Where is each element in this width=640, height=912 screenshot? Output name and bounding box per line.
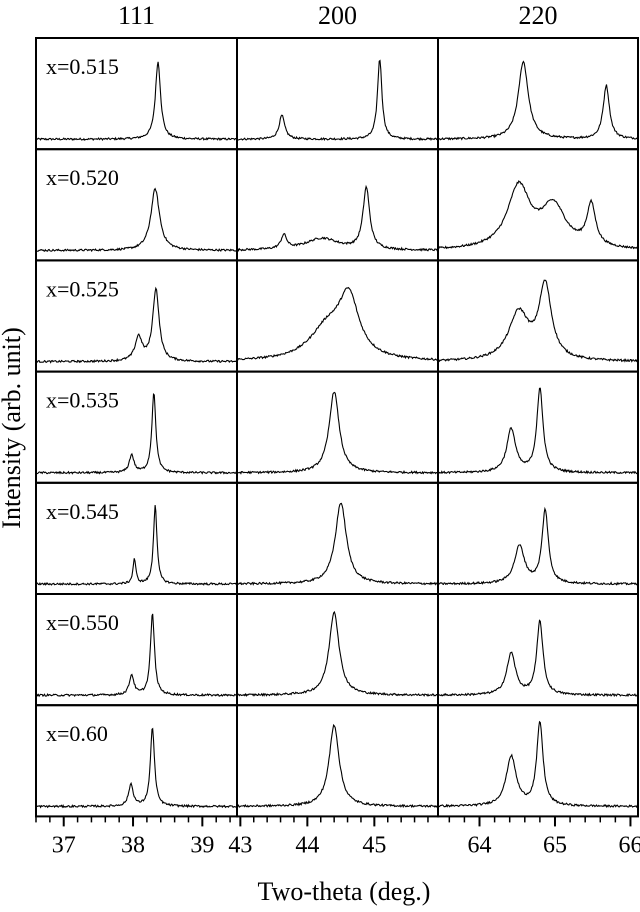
- series-line-111: [36, 187, 238, 253]
- series-line-200: [236, 286, 439, 361]
- x-tick-label: 38: [121, 832, 145, 858]
- series-line-200: [236, 723, 439, 809]
- sample-labels: x=0.515 x=0.520 x=0.525 x=0.535 x=0.545 x=0.5…: [46, 54, 119, 746]
- panel-frame: [437, 259, 639, 373]
- series-line-220: [437, 720, 639, 809]
- panel-frame: [236, 370, 439, 484]
- panel-frame: [236, 593, 439, 707]
- series-line-220: [437, 180, 639, 250]
- x-tick-label: 37: [52, 832, 76, 858]
- panels-grid: [35, 37, 639, 818]
- series-line-200: [236, 184, 439, 252]
- panel-frame: [437, 148, 639, 262]
- sample-label: x=0.545: [46, 499, 119, 524]
- column-header-111: 111: [118, 1, 155, 30]
- panel-frame: [236, 37, 439, 151]
- sample-label: x=0.550: [46, 610, 119, 635]
- x-tick-label: 44: [295, 832, 319, 858]
- series-line-111: [35, 613, 238, 698]
- x-tick-labels: 37 38 39 43 44 45 64 65 66: [52, 832, 640, 858]
- panel-frame: [236, 259, 439, 373]
- y-axis-title: Intensity (arb. unit): [0, 327, 26, 528]
- series-line-111: [35, 727, 238, 809]
- series-line-111: [35, 61, 238, 142]
- series-line-200: [236, 502, 439, 586]
- panel-frame: [236, 481, 439, 595]
- series-line-200: [236, 610, 439, 698]
- x-tick-label: 65: [543, 832, 567, 858]
- x-axis-ticks: [35, 816, 632, 827]
- series-line-200: [236, 391, 439, 475]
- sample-label: x=0.60: [46, 721, 108, 746]
- series-line-220: [437, 619, 639, 698]
- series-line-111: [35, 392, 238, 475]
- series-line-220: [437, 387, 639, 475]
- panel-frame: [437, 593, 639, 707]
- panel-frame: [437, 481, 639, 595]
- series-line-200: [236, 59, 439, 142]
- x-tick-label: 43: [228, 832, 252, 858]
- panel-frame: [236, 148, 439, 262]
- sample-label: x=0.525: [46, 276, 119, 301]
- column-header-220: 220: [519, 1, 558, 30]
- series-line-220: [437, 506, 639, 586]
- series-line-111: [35, 505, 238, 586]
- sample-label: x=0.515: [46, 54, 119, 79]
- x-tick-label: 64: [468, 832, 492, 858]
- x-tick-label: 45: [362, 832, 386, 858]
- column-header-200: 200: [318, 1, 357, 30]
- x-tick-label: 66: [618, 832, 640, 858]
- sample-label: x=0.535: [46, 388, 119, 413]
- column-headers: 111 200 220: [118, 1, 558, 30]
- panel-frame: [437, 704, 639, 818]
- sample-label: x=0.520: [46, 165, 119, 190]
- panel-frame: [437, 370, 639, 484]
- series-line-111: [35, 286, 238, 364]
- series-line-220: [437, 60, 639, 141]
- x-axis-title: Two-theta (deg.): [258, 877, 431, 906]
- panel-frame: [236, 704, 439, 818]
- series-line-220: [437, 279, 639, 363]
- x-tick-label: 39: [190, 832, 214, 858]
